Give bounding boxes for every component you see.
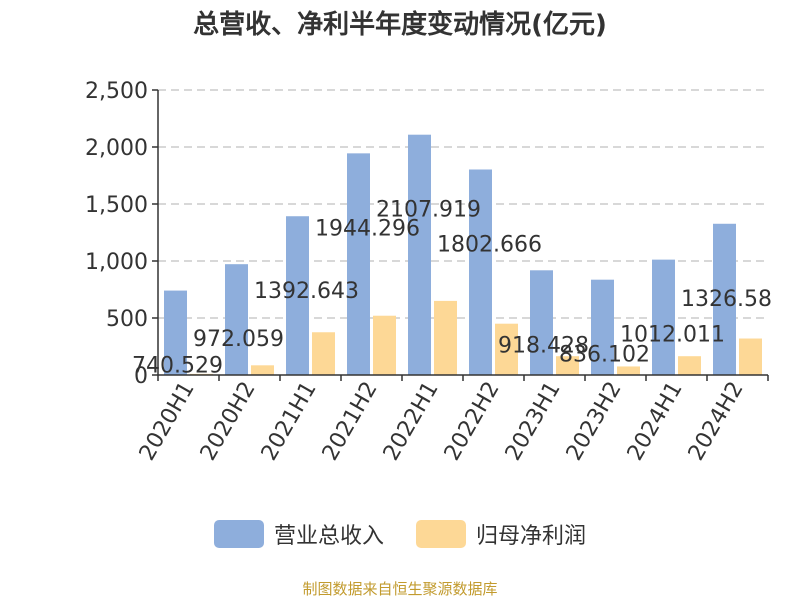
legend-item-revenue[interactable]: 营业总收入 [213,518,384,550]
x-tick-label: 2020H1 [135,378,200,465]
x-tick-label: 2021H1 [257,378,322,465]
y-tick-label: 0 [134,364,148,389]
source-note: 制图数据来自恒生聚源数据库 [302,580,498,598]
bar-revenue[interactable] [469,169,492,375]
bar-profit[interactable] [739,338,762,375]
data-label-revenue: 1326.58 [681,287,772,312]
legend-item-profit[interactable]: 归母净利润 [416,518,586,550]
y-tick-label: 1,000 [85,250,148,275]
y-tick-label: 500 [106,307,148,332]
x-tick-label: 2020H2 [196,378,261,465]
legend: 营业总收入 归母净利润 [0,518,800,550]
y-tick-label: 2,500 [85,79,148,104]
data-label-revenue: 1392.643 [254,279,359,304]
x-tick-label: 2022H1 [379,378,444,465]
bar-revenue[interactable] [408,134,431,375]
bar-revenue[interactable] [347,153,370,375]
bar-profit[interactable] [617,366,640,375]
bar-profit[interactable] [434,300,457,375]
data-label-revenue: 740.529 [132,354,223,379]
data-label-revenue: 1944.296 [315,216,420,241]
x-tick-label: 2024H2 [684,378,749,465]
x-tick-label: 2024H1 [623,378,688,465]
x-tick-label: 2021H2 [318,378,383,465]
bar-revenue[interactable] [164,290,187,375]
bar-revenue[interactable] [530,270,553,375]
data-label-revenue: 2107.919 [376,198,481,223]
legend-label-profit: 归母净利润 [476,524,587,549]
x-tick-label: 2023H2 [562,378,627,465]
bar-profit[interactable] [495,323,518,375]
bar-revenue[interactable] [591,279,614,375]
x-tick-label: 2023H1 [501,378,566,465]
chart-title: 总营收、净利半年度变动情况(亿元) [193,10,607,40]
bar-revenue[interactable] [286,216,309,375]
x-tick-label: 2022H2 [440,378,505,465]
bar-revenue[interactable] [225,264,248,375]
legend-swatch-revenue [213,520,264,548]
y-tick-label: 1,500 [85,193,148,218]
data-label-revenue: 1802.666 [437,232,542,257]
data-label-revenue: 972.059 [193,327,284,352]
bar-profit[interactable] [678,356,701,375]
legend-label-revenue: 营业总收入 [273,524,384,549]
bar-revenue[interactable] [652,259,675,375]
bar-profit[interactable] [556,356,579,375]
legend-swatch-profit [416,520,466,548]
bar-profit[interactable] [312,332,335,375]
bar-profit[interactable] [251,365,274,375]
bar-revenue[interactable] [713,223,736,375]
data-label-revenue: 836.102 [559,343,650,368]
y-tick-label: 2,000 [85,136,148,161]
data-label-revenue: 1012.011 [620,323,725,348]
data-label-revenue: 918.428 [498,333,589,358]
bar-profit[interactable] [373,315,396,375]
bars [164,134,762,375]
